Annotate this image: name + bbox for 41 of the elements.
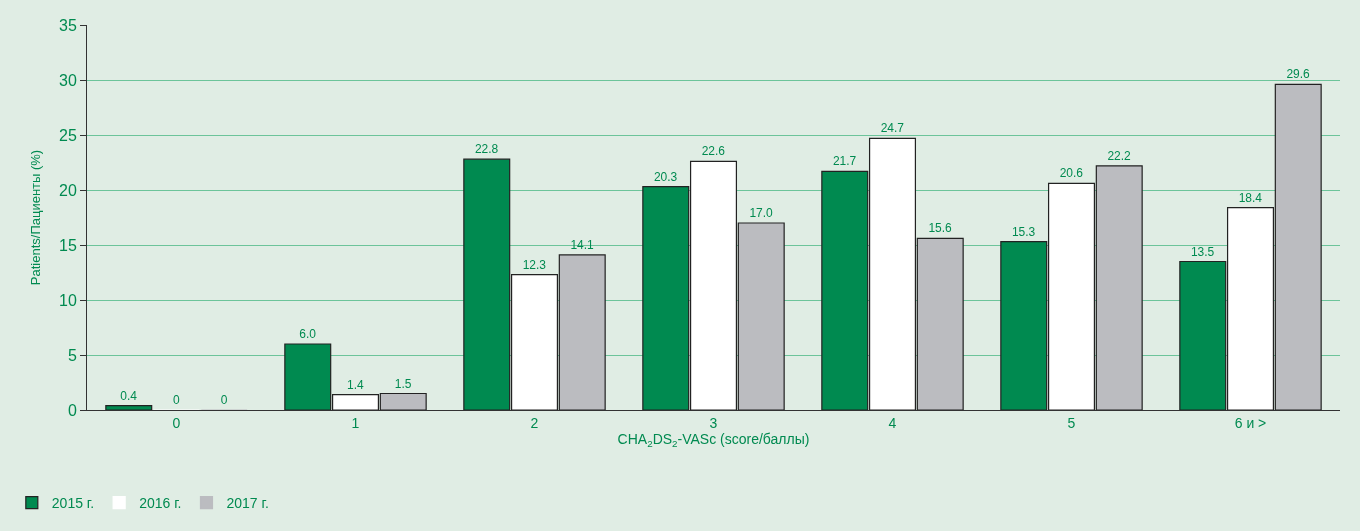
data-label: 0 bbox=[173, 393, 180, 407]
x-axis-title: CHA$_{2}$DS$_{2}$-VASc (score/баллы) bbox=[617, 431, 810, 450]
data-label: 22.8 bbox=[474, 142, 499, 157]
data-label: 22.2 bbox=[1107, 148, 1132, 163]
x-tick-label: 0 bbox=[172, 414, 181, 431]
y-axis-title: Patients/Пациенты (%) bbox=[27, 149, 43, 286]
data-label: 0 bbox=[220, 393, 228, 407]
y-tick-label: 25 bbox=[59, 126, 77, 144]
y-tick-label: 0 bbox=[67, 401, 77, 419]
y-tick-label: 35 bbox=[59, 16, 77, 34]
data-label: 18.4 bbox=[1238, 190, 1263, 205]
legend-label: 2015 г. bbox=[51, 495, 95, 512]
y-tick-label: 20 bbox=[59, 181, 77, 199]
data-label: 20.6 bbox=[1059, 166, 1084, 181]
y-tick-label: 30 bbox=[59, 71, 77, 89]
x-tick-label: 1 bbox=[351, 414, 360, 431]
data-label: 29.6 bbox=[1286, 67, 1311, 82]
data-label: 1.4 bbox=[347, 377, 364, 392]
x-tick-label: 6 и > bbox=[1234, 414, 1267, 431]
legend-label: 2017 г. bbox=[226, 495, 269, 512]
data-label: 17.0 bbox=[749, 206, 774, 220]
legend-label: 2016 г. bbox=[139, 495, 182, 512]
data-label: 1.5 bbox=[394, 376, 412, 391]
data-label: 0.4 bbox=[120, 388, 138, 403]
data-label: 24.7 bbox=[880, 121, 905, 136]
data-label: 20.3 bbox=[653, 169, 678, 184]
y-tick-label: 15 bbox=[59, 236, 77, 254]
data-label: 13.5 bbox=[1190, 244, 1215, 259]
x-tick-label: 4 bbox=[888, 414, 897, 431]
data-label: 6.0 bbox=[299, 327, 317, 341]
x-tick-label: 2 bbox=[530, 414, 539, 431]
data-label: 21.7 bbox=[832, 154, 857, 169]
x-tick-label: 5 bbox=[1067, 414, 1076, 431]
y-tick-label: 10 bbox=[59, 291, 77, 309]
data-label: 14.1 bbox=[570, 237, 595, 252]
x-tick-label: 3 bbox=[709, 414, 718, 431]
data-label: 12.3 bbox=[522, 257, 547, 272]
data-label: 22.6 bbox=[701, 144, 726, 159]
data-label: 15.3 bbox=[1011, 224, 1036, 239]
y-tick-label: 5 bbox=[67, 346, 77, 364]
data-label: 15.6 bbox=[928, 221, 953, 236]
